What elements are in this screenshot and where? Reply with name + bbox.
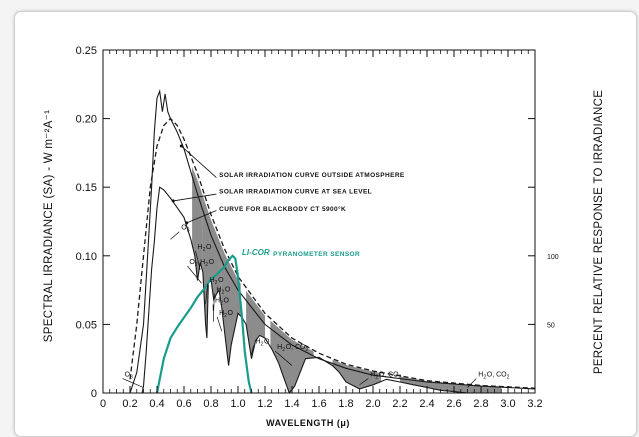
y-tick-label: 0.20 — [76, 114, 97, 126]
absorption-band — [221, 246, 241, 366]
absorption-label: H2 O, CO2 — [478, 372, 510, 381]
y-tick-label: 0.15 — [76, 182, 97, 194]
annotation-layer: SOLAR IRRADIATION CURVE OUTSIDE ATMOSPHE… — [122, 144, 510, 388]
leader-sea-level-dot — [171, 199, 175, 203]
y-tick-label: 0 — [91, 388, 97, 400]
irradiance-chart: 0 0.2 0.4 0.6 0.8 1.0 1.2 1.4 1.6 1.8 2.0 2.2 2.4 2.6… — [43, 45, 605, 428]
absorption-leader — [170, 231, 180, 240]
x-tick-label: 2.2 — [392, 398, 407, 410]
x-tick-label: 2.0 — [365, 398, 380, 410]
absorption-leader — [213, 293, 215, 311]
absorption-leader — [216, 316, 223, 332]
absorption-leader — [122, 378, 144, 388]
absorption-band — [192, 166, 203, 281]
plot-frame — [102, 49, 536, 394]
absorption-label: H2 O — [210, 277, 224, 286]
x-tick-label: 1.2 — [257, 398, 272, 410]
absorption-band — [246, 290, 265, 359]
absorption-leader — [195, 250, 201, 270]
absorption-label: H2 O — [219, 310, 233, 319]
absorption-label: H2 O — [216, 286, 230, 295]
absorption-label: O3 — [181, 225, 190, 234]
x-tick-label: 0 — [100, 398, 106, 410]
x-tick-label: 3.2 — [527, 398, 542, 410]
y-axis-label: SPECTRAL IRRADIANCE (SA) - W m⁻²A⁻¹ — [43, 110, 55, 342]
chart-card: 0 0.2 0.4 0.6 0.8 1.0 1.2 1.4 1.6 1.8 2.0 2.2 2.4 2.6… — [14, 11, 637, 437]
absorption-label: H2 O, CO2 — [370, 372, 402, 381]
y2-tick-label: 100 — [547, 254, 559, 261]
annotation-outside-atmosphere: SOLAR IRRADIATION CURVE OUTSIDE ATMOSPHE… — [219, 172, 405, 179]
absorption-leader — [212, 304, 215, 322]
outside-atmosphere-curve — [129, 89, 535, 393]
absorption-band — [400, 376, 502, 393]
x-tick-label: 2.8 — [473, 398, 488, 410]
axes-layer: 0 0.2 0.4 0.6 0.8 1.0 1.2 1.4 1.6 1.8 2.0 2.2 2.4 2.6… — [76, 45, 559, 410]
absorption-label: H2 O, CO2 — [277, 344, 309, 353]
absorption-leader — [359, 378, 369, 386]
absorption-label: O2 H2 O — [189, 259, 214, 268]
y-tick-label: 0.05 — [76, 319, 97, 331]
x-tick-label: 1.8 — [338, 398, 353, 410]
leader-blackbody — [186, 210, 217, 224]
y2-axis-label: PERCENT RELATIVE RESPONSE TO IRRADIANCE — [593, 90, 605, 374]
blackbody-curve — [129, 117, 535, 389]
y2-tick-label: 50 — [547, 322, 555, 329]
licor-logo: LI-COR — [242, 248, 270, 257]
y-tick-label: 0.10 — [76, 251, 97, 263]
x-tick-label: 2.6 — [446, 398, 461, 410]
absorption-fill-layer — [192, 166, 502, 393]
curve-layer — [129, 89, 535, 393]
leader-sea-level — [173, 193, 217, 202]
x-tick-label: 1.6 — [311, 398, 326, 410]
annotation-sensor: PYRANOMETER SENSOR — [273, 251, 360, 258]
x-tick-label: 3.0 — [500, 398, 515, 410]
absorption-leader — [467, 378, 477, 388]
annotation-blackbody: CURVE FOR BLACKBODY CT 5900°K — [219, 205, 346, 213]
x-tick-label: 0.6 — [176, 398, 191, 410]
absorption-leader — [205, 283, 208, 304]
x-axis-label: WAVELENGTH (μ) — [266, 418, 350, 428]
x-tick-label: 0.8 — [203, 398, 218, 410]
absorption-label: H2 O — [256, 339, 270, 348]
absorption-label: H2 O — [215, 297, 229, 306]
absorption-band — [332, 359, 382, 389]
x-tick-label: 1.0 — [230, 398, 245, 410]
absorption-leader — [187, 265, 202, 284]
absorption-band — [270, 320, 314, 392]
annotation-sea-level: SOLAR IRRADIATION CURVE AT SEA LEVEL — [219, 188, 372, 195]
x-tick-label: 0.2 — [122, 398, 137, 410]
x-tick-label: 2.4 — [419, 398, 434, 410]
x-tick-label: 1.4 — [284, 398, 299, 410]
y-tick-label: 0.25 — [76, 45, 97, 57]
x-tick-label: 0.4 — [149, 398, 164, 410]
absorption-label: H2 O — [198, 244, 212, 253]
pyranometer-sensor-curve — [155, 254, 253, 393]
leader-blackbody-dot — [185, 221, 189, 225]
absorption-leader — [251, 345, 254, 355]
leader-outside-dot — [179, 144, 183, 148]
leader-outside — [181, 145, 217, 178]
absorption-leader — [274, 350, 293, 366]
absorption-label: O3 — [125, 372, 134, 381]
